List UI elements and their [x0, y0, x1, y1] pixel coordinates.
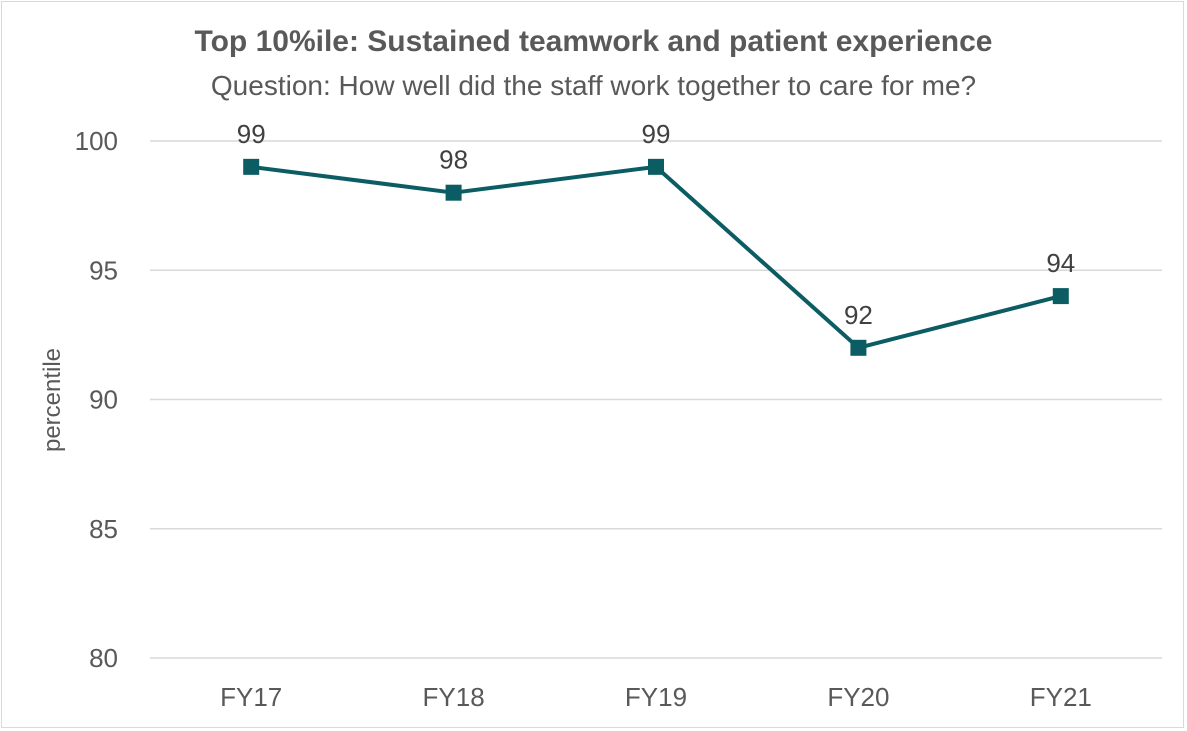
data-label: 92 [844, 300, 873, 330]
data-point-marker [243, 158, 260, 175]
y-tick-label: 85 [89, 514, 118, 544]
data-point-marker [648, 158, 664, 175]
data-label: 98 [439, 145, 468, 175]
x-tick-label: FY18 [423, 682, 485, 712]
data-label: 94 [1046, 248, 1075, 278]
x-tick-label: FY17 [220, 682, 282, 712]
y-tick-label: 80 [89, 643, 118, 673]
gridlines [150, 140, 1162, 659]
data-point-marker [850, 339, 867, 356]
x-tick-label: FY20 [827, 682, 889, 712]
x-axis-ticks: FY17 FY18 FY19 FY20 FY21 [220, 682, 1092, 712]
data-point-marker [1052, 288, 1069, 305]
y-tick-label: 100 [75, 126, 118, 156]
series-line [250, 164, 1062, 350]
y-tick-label: 95 [89, 255, 118, 285]
y-axis-ticks: 80 85 90 95 100 [75, 126, 118, 673]
series-layer [243, 158, 1069, 356]
y-tick-label: 90 [89, 385, 118, 415]
data-label: 99 [237, 119, 266, 149]
chart-subtitle: Question: How well did the staff work to… [210, 70, 977, 101]
data-label: 99 [642, 119, 671, 149]
x-tick-label: FY19 [625, 682, 687, 712]
data-labels: 99 98 99 92 94 [237, 119, 1076, 330]
chart-title: Top 10%ile: Sustained teamwork and patie… [194, 25, 993, 58]
data-point-marker [445, 184, 462, 201]
y-axis-label: percentile [39, 348, 66, 452]
x-tick-label: FY21 [1030, 682, 1092, 712]
